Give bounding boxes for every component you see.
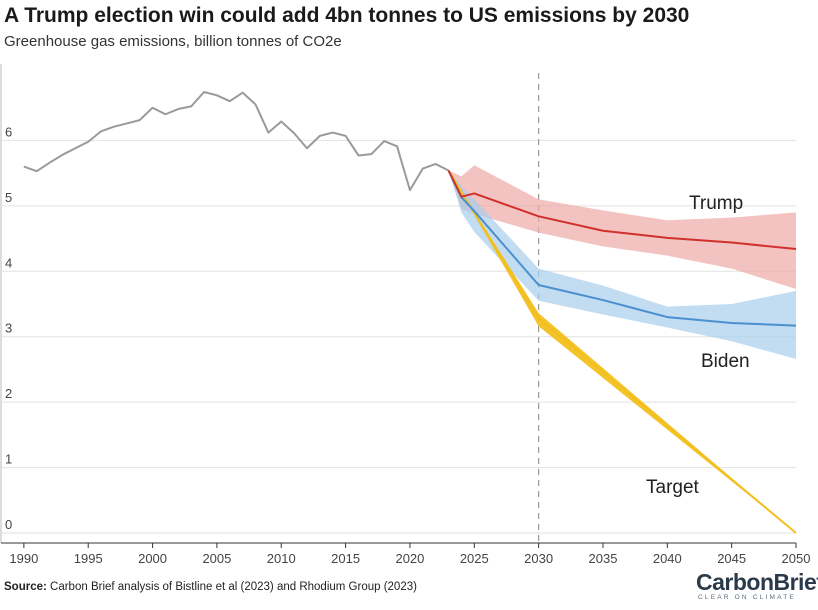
x-tick-label-1995: 1995 xyxy=(74,551,103,566)
biden-label: Biden xyxy=(701,351,750,372)
y-tick-label-4: 4 xyxy=(5,255,12,270)
trump-uncertainty-band xyxy=(448,165,796,289)
x-tick-label-2035: 2035 xyxy=(589,551,618,566)
y-tick-label-1: 1 xyxy=(5,452,12,467)
chart-subtitle: Greenhouse gas emissions, billion tonnes… xyxy=(4,33,342,50)
target-label: Target xyxy=(646,477,700,498)
trump-series-line xyxy=(447,170,797,251)
x-tick-label-2000: 2000 xyxy=(138,551,167,566)
logo-text: CarbonBrief xyxy=(696,569,818,595)
x-tick-label-2025: 2025 xyxy=(460,551,489,566)
y-tick-label-6: 6 xyxy=(5,124,12,139)
source-label: Source: xyxy=(4,581,47,593)
biden-series-line xyxy=(447,170,797,327)
source-note: Source: Carbon Brief analysis of Bistlin… xyxy=(4,581,417,593)
x-tick-label-2020: 2020 xyxy=(395,551,424,566)
trump-label: Trump xyxy=(689,193,743,214)
emissions-chart: 0 1 2 3 4 5 6 1990 1995 2000 2005 2010 2015 2020 2025 2… xyxy=(0,64,811,566)
y-tick-label-2: 2 xyxy=(5,386,12,401)
x-tick-label-2005: 2005 xyxy=(202,551,231,566)
x-tick-label-2010: 2010 xyxy=(267,551,296,566)
x-tick-label-2050: 2050 xyxy=(782,551,811,566)
source-text: Carbon Brief analysis of Bistline et al … xyxy=(50,581,417,593)
x-tick-label-2040: 2040 xyxy=(653,551,682,566)
carbon-brief-logo: CarbonBrief CLEAR ON CLIMATE xyxy=(696,569,818,602)
target-series-line xyxy=(447,170,797,534)
biden-uncertainty-band xyxy=(448,170,796,359)
x-tick-label-2030: 2030 xyxy=(524,551,553,566)
y-tick-label-0: 0 xyxy=(5,517,12,532)
x-tick-label-1990: 1990 xyxy=(9,551,38,566)
chart-title: A Trump election win could add 4bn tonne… xyxy=(4,4,690,27)
x-tick-label-2045: 2045 xyxy=(717,551,746,566)
y-tick-label-5: 5 xyxy=(5,190,12,205)
logo-tagline: CLEAR ON CLIMATE xyxy=(698,594,796,601)
x-tick-label-2015: 2015 xyxy=(331,551,360,566)
y-tick-label-3: 3 xyxy=(5,321,12,336)
historical-series-line xyxy=(23,91,449,192)
